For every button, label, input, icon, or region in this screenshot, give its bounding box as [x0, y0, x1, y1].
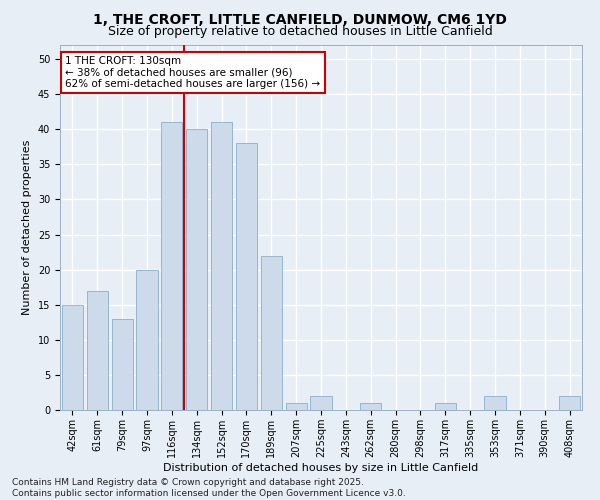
Text: Contains HM Land Registry data © Crown copyright and database right 2025.
Contai: Contains HM Land Registry data © Crown c… — [12, 478, 406, 498]
Y-axis label: Number of detached properties: Number of detached properties — [22, 140, 32, 315]
Bar — [484, 396, 506, 410]
Bar — [236, 144, 257, 410]
Bar — [435, 403, 456, 410]
Bar — [186, 129, 207, 410]
Bar — [360, 403, 381, 410]
Bar — [136, 270, 158, 410]
Bar — [211, 122, 232, 410]
Bar — [161, 122, 182, 410]
Text: 1 THE CROFT: 130sqm
← 38% of detached houses are smaller (96)
62% of semi-detach: 1 THE CROFT: 130sqm ← 38% of detached ho… — [65, 56, 320, 89]
Bar — [62, 304, 83, 410]
Bar — [286, 403, 307, 410]
Bar — [112, 319, 133, 410]
Bar — [261, 256, 282, 410]
Bar — [559, 396, 580, 410]
Text: 1, THE CROFT, LITTLE CANFIELD, DUNMOW, CM6 1YD: 1, THE CROFT, LITTLE CANFIELD, DUNMOW, C… — [93, 12, 507, 26]
Bar — [87, 290, 108, 410]
Bar — [310, 396, 332, 410]
Text: Size of property relative to detached houses in Little Canfield: Size of property relative to detached ho… — [107, 25, 493, 38]
X-axis label: Distribution of detached houses by size in Little Canfield: Distribution of detached houses by size … — [163, 462, 479, 472]
